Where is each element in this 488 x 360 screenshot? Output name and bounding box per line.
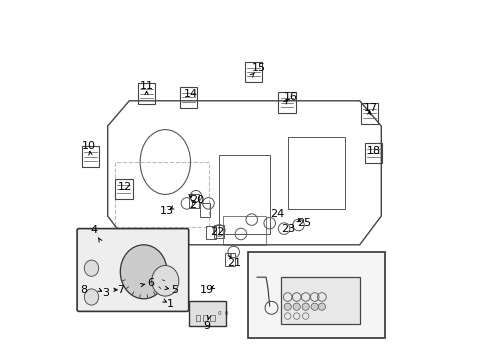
Text: 19: 19 — [199, 285, 213, 295]
Text: 15: 15 — [251, 63, 265, 73]
Ellipse shape — [120, 245, 167, 299]
Text: 22: 22 — [210, 227, 224, 237]
Text: 16: 16 — [283, 92, 297, 102]
Text: 18: 18 — [366, 146, 380, 156]
Text: 11: 11 — [139, 81, 153, 91]
Text: 23: 23 — [280, 224, 294, 234]
Circle shape — [284, 303, 291, 310]
Text: 1: 1 — [167, 299, 174, 309]
Bar — [278, 92, 295, 113]
Text: 20: 20 — [189, 195, 203, 205]
Circle shape — [310, 303, 318, 310]
Bar — [210, 315, 214, 321]
Circle shape — [302, 303, 309, 310]
Text: 7: 7 — [117, 285, 123, 295]
Text: 4: 4 — [90, 225, 98, 235]
Ellipse shape — [151, 266, 179, 296]
Text: 5: 5 — [170, 285, 178, 295]
Bar — [138, 83, 155, 104]
Bar — [213, 225, 223, 238]
Bar — [287, 137, 345, 209]
Bar — [180, 87, 197, 108]
Bar — [188, 301, 226, 326]
Text: 9: 9 — [203, 321, 210, 331]
Text: 6: 6 — [147, 278, 154, 288]
Bar — [115, 179, 132, 199]
Bar — [280, 277, 359, 324]
Text: 10: 10 — [82, 141, 96, 151]
Bar — [224, 253, 235, 266]
Bar — [206, 226, 216, 239]
Text: 2: 2 — [188, 200, 196, 210]
FancyBboxPatch shape — [77, 229, 188, 311]
Circle shape — [318, 303, 325, 310]
Bar — [203, 315, 207, 321]
Text: 25: 25 — [296, 218, 310, 228]
Bar — [361, 103, 378, 124]
Circle shape — [292, 303, 300, 310]
Text: 14: 14 — [183, 89, 197, 99]
Text: 12: 12 — [118, 182, 132, 192]
Text: 17: 17 — [363, 103, 377, 113]
Ellipse shape — [84, 260, 99, 276]
Text: 0  0: 0 0 — [217, 311, 228, 316]
Bar — [196, 315, 200, 321]
Bar — [219, 155, 269, 234]
Bar — [364, 143, 381, 163]
Ellipse shape — [84, 289, 99, 305]
Bar — [81, 146, 99, 167]
Bar — [115, 162, 208, 227]
Text: 13: 13 — [160, 206, 174, 216]
Bar — [247, 252, 384, 338]
Text: 24: 24 — [269, 209, 284, 219]
Bar — [189, 194, 199, 208]
Bar — [244, 62, 262, 82]
Bar — [200, 203, 209, 217]
Bar — [223, 216, 265, 245]
Text: 8: 8 — [81, 285, 88, 295]
Text: 3: 3 — [102, 288, 109, 298]
Text: 21: 21 — [226, 258, 240, 268]
